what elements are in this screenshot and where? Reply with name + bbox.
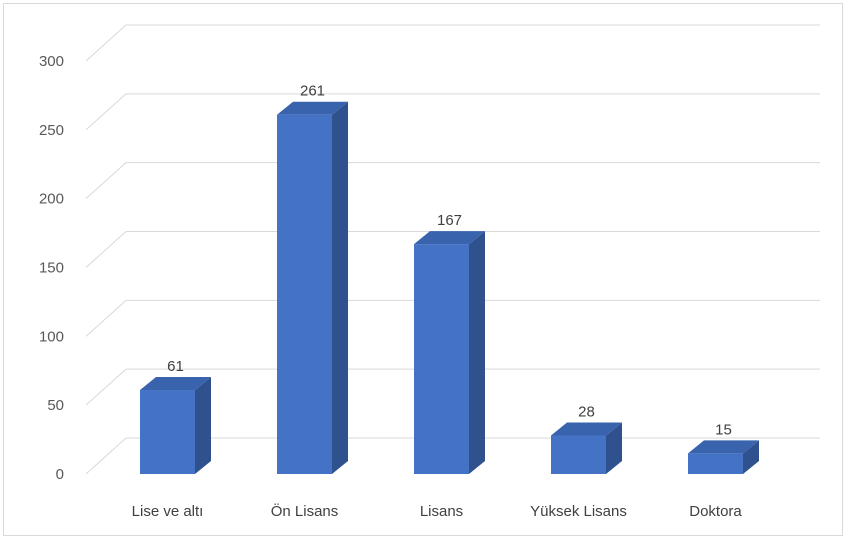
- gridline-200: [85, 162, 820, 200]
- y-tick-label-200: 200: [39, 191, 64, 208]
- gridline-300: [85, 24, 820, 62]
- category-label-lise-ve-alti: Lise ve altı: [132, 503, 204, 520]
- bar-front-lisans: [414, 244, 469, 474]
- gridline-150: [85, 231, 820, 268]
- bar-top-doktora: [688, 440, 759, 454]
- y-tick-label-0: 0: [56, 466, 64, 483]
- data-label-doktora: 15: [715, 421, 732, 438]
- x-axis-categories: Lise ve altı Ön Lisans Lisans Yüksek Lis…: [132, 502, 743, 520]
- bar-on-lisans: [277, 101, 348, 474]
- y-tick-label-150: 150: [39, 260, 64, 277]
- gridline-250: [85, 93, 820, 131]
- bar-side-yuksek-lisans: [606, 422, 622, 474]
- bar-front-doktora: [688, 453, 743, 474]
- y-axis-ticks: 0 50 100 150 200 250 300: [39, 53, 64, 483]
- data-label-lisans: 167: [437, 212, 462, 229]
- bars: [140, 101, 759, 474]
- y-tick-label-250: 250: [39, 122, 64, 139]
- y-tick-label-100: 100: [39, 328, 64, 345]
- bar-side-lise-ve-alti: [195, 377, 211, 474]
- data-label-yuksek-lisans: 28: [578, 403, 595, 420]
- bar-yuksek-lisans: [551, 422, 622, 474]
- bar-doktora: [688, 440, 759, 474]
- category-label-yuksek-lisans: Yüksek Lisans: [530, 503, 627, 520]
- gridline-50: [85, 368, 820, 406]
- bar-top-lisans: [414, 231, 485, 245]
- category-label-doktora: Doktora: [689, 503, 742, 520]
- gridline-100: [85, 299, 820, 337]
- bar-top-yuksek-lisans: [551, 422, 622, 436]
- bar-top-lise-ve-alti: [140, 377, 211, 391]
- data-label-lise-ve-alti: 61: [167, 358, 184, 375]
- bar-front-on-lisans: [277, 114, 332, 474]
- y-tick-label-50: 50: [47, 397, 64, 414]
- category-label-lisans: Lisans: [420, 503, 463, 520]
- bar-front-yuksek-lisans: [551, 435, 606, 474]
- bar-side-on-lisans: [332, 101, 348, 474]
- bar-top-on-lisans: [277, 101, 348, 115]
- bar-side-doktora: [743, 440, 759, 474]
- data-labels: 61 261 167 28 15: [167, 83, 732, 439]
- bar-lisans: [414, 231, 485, 474]
- y-tick-label-300: 300: [39, 53, 64, 70]
- bar-lise-ve-alti: [140, 377, 211, 474]
- bar-front-lise-ve-alti: [140, 390, 195, 474]
- category-label-on-lisans: Ön Lisans: [271, 502, 339, 520]
- data-label-on-lisans: 261: [300, 83, 325, 100]
- bar-side-lisans: [469, 231, 485, 474]
